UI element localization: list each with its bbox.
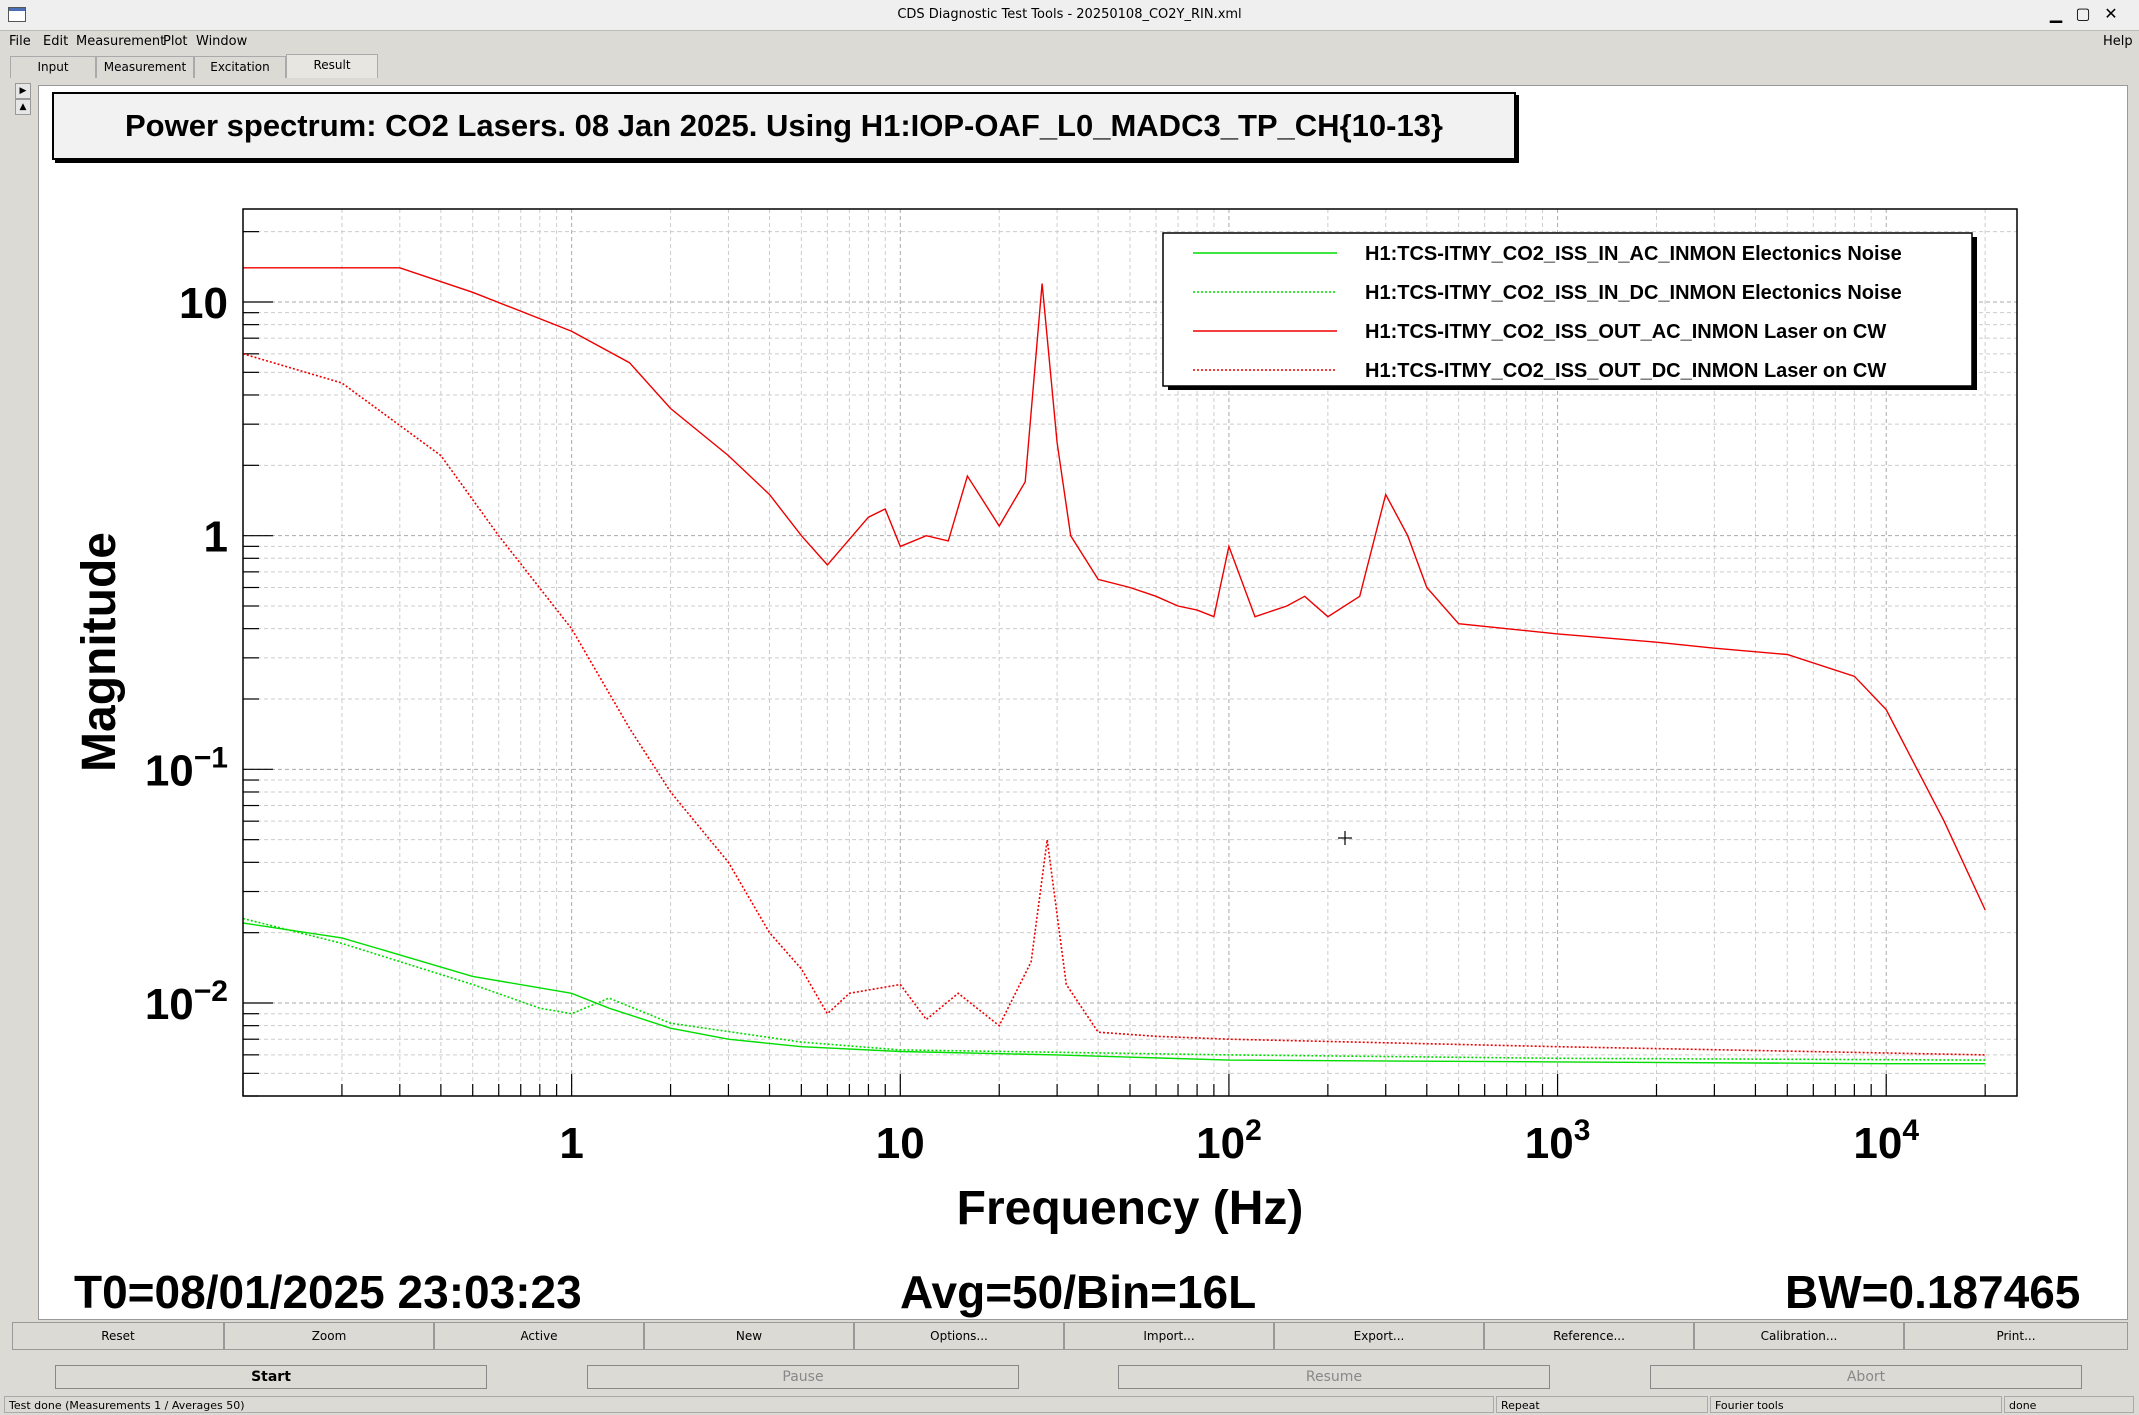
x-axis-label: Frequency (Hz) — [957, 1182, 1304, 1235]
tab-excitation[interactable]: Excitation — [194, 56, 286, 78]
active-button[interactable]: Active — [434, 1322, 644, 1350]
legend-label: H1:TCS-ITMY_CO2_ISS_OUT_AC_INMON Laser o… — [1365, 321, 1886, 343]
menu-file[interactable]: File — [9, 34, 31, 49]
menu-measurement[interactable]: Measurement — [76, 34, 166, 49]
status-state: done — [2004, 1396, 2134, 1413]
x-tick-label: 104 — [1853, 1114, 1919, 1168]
plot-frame — [242, 208, 2018, 1097]
avg-bin-label: Avg=50/Bin=16L — [900, 1266, 1257, 1318]
y-tick-label: 10 — [179, 279, 228, 328]
status-tools: Fourier tools — [1710, 1396, 2002, 1413]
x-tick-label: 10 — [876, 1119, 925, 1168]
menu-plot[interactable]: Plot — [163, 34, 188, 49]
t0-label: T0=08/01/2025 23:03:23 — [74, 1266, 582, 1318]
menu-window[interactable]: Window — [196, 34, 248, 49]
new-button[interactable]: New — [644, 1322, 854, 1350]
y-tick-label: 10−1 — [145, 741, 228, 795]
series-layer — [242, 267, 1986, 1065]
series-line-2 — [242, 917, 1986, 1061]
pause-button[interactable]: Pause — [587, 1365, 1019, 1389]
menu-help[interactable]: Help — [2103, 34, 2133, 49]
series-line-1 — [242, 922, 1986, 1065]
legend: H1:TCS-ITMY_CO2_ISS_IN_AC_INMON Electoni… — [1162, 232, 1977, 390]
scroll-right-icon[interactable]: ▶ — [15, 83, 31, 99]
y-tick-label: 10−2 — [145, 975, 228, 1029]
abort-button[interactable]: Abort — [1650, 1365, 2082, 1389]
scroll-up-icon[interactable]: ▲ — [15, 99, 31, 115]
close-icon[interactable]: ✕ — [2104, 4, 2118, 23]
start-button[interactable]: Start — [55, 1365, 487, 1389]
plot-toolbar: Reset Zoom Active New Options... Import.… — [12, 1322, 2128, 1350]
tick-labels: 1 10 102 103 104 10 1 10−1 10−2 — [145, 279, 1920, 1168]
window-titlebar: CDS Diagnostic Test Tools - 20250108_CO2… — [0, 0, 2139, 31]
legend-label: H1:TCS-ITMY_CO2_ISS_OUT_DC_INMON Laser o… — [1365, 360, 1886, 382]
status-message: Test done (Measurements 1 / Averages 50) — [4, 1396, 1494, 1413]
reset-button[interactable]: Reset — [12, 1322, 224, 1350]
y-tick-label: 1 — [204, 513, 228, 562]
tab-measurement[interactable]: Measurement — [96, 56, 194, 78]
status-bar: Test done (Measurements 1 / Averages 50)… — [0, 1394, 2139, 1415]
import-button[interactable]: Import... — [1064, 1322, 1274, 1350]
print-button[interactable]: Print... — [1904, 1322, 2128, 1350]
series-line-3 — [243, 267, 1986, 911]
menu-bar: File Edit Measurement Plot Window Help — [0, 30, 2139, 52]
bandwidth-label: BW=0.187465 — [1785, 1266, 2081, 1318]
x-tick-label: 103 — [1525, 1114, 1591, 1168]
tab-result[interactable]: Result — [286, 54, 378, 78]
menu-edit[interactable]: Edit — [43, 34, 69, 49]
reference-button[interactable]: Reference... — [1484, 1322, 1694, 1350]
calibration-button[interactable]: Calibration... — [1694, 1322, 1904, 1350]
window-title: CDS Diagnostic Test Tools - 20250108_CO2… — [897, 7, 1242, 22]
legend-label: H1:TCS-ITMY_CO2_ISS_IN_AC_INMON Electoni… — [1365, 243, 1902, 265]
tab-input[interactable]: Input — [10, 56, 96, 78]
plot-title: Power spectrum: CO2 Lasers. 08 Jan 2025.… — [52, 92, 1516, 160]
export-button[interactable]: Export... — [1274, 1322, 1484, 1350]
options-button[interactable]: Options... — [854, 1322, 1064, 1350]
zoom-button[interactable]: Zoom — [224, 1322, 434, 1350]
x-tick-label: 102 — [1196, 1114, 1262, 1168]
cursor-crosshair-icon — [1338, 831, 1352, 845]
series-line-4 — [242, 353, 1986, 1056]
y-axis-label: Magnitude — [73, 532, 126, 772]
status-repeat: Repeat — [1496, 1396, 1708, 1413]
maximize-icon[interactable]: ▢ — [2075, 4, 2091, 23]
resume-button[interactable]: Resume — [1118, 1365, 1550, 1389]
app-window-icon — [8, 7, 26, 22]
x-tick-label: 1 — [559, 1119, 583, 1168]
minimize-icon[interactable]: ▁ — [2049, 4, 2063, 23]
legend-label: H1:TCS-ITMY_CO2_ISS_IN_DC_INMON Electoni… — [1365, 282, 1902, 304]
